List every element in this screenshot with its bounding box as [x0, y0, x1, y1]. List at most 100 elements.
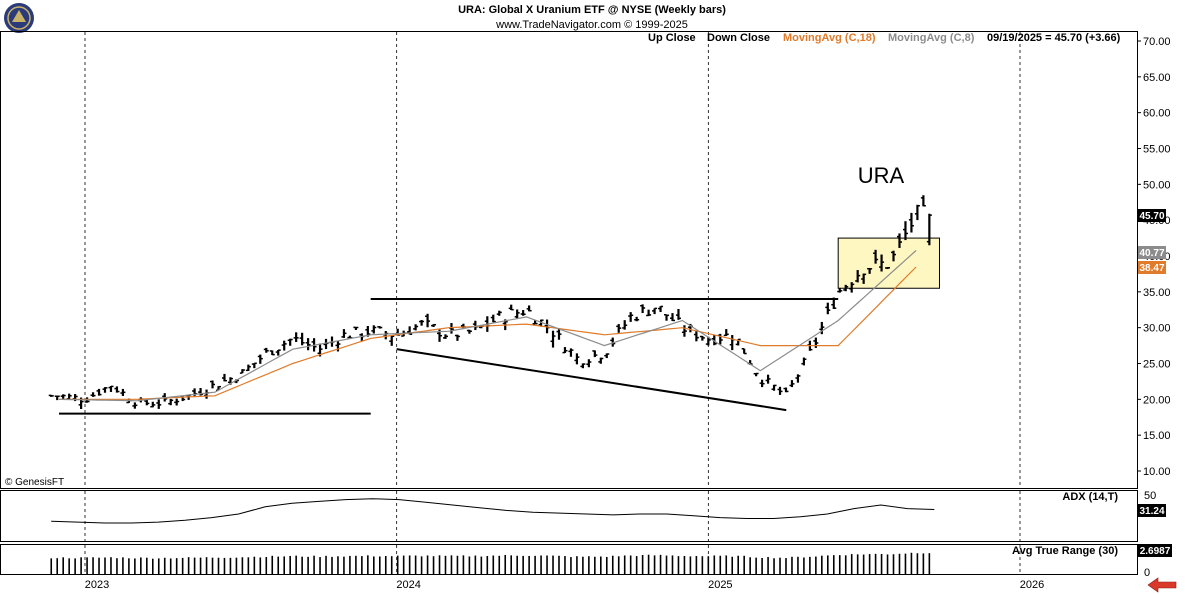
ohlc-bar: [616, 324, 622, 333]
ohlc-bar: [150, 401, 156, 408]
adx-label: ADX (14,T): [1062, 491, 1118, 503]
ohlc-bar: [849, 282, 855, 293]
ohlc-bar: [825, 302, 831, 315]
x-tick-label: 2023: [85, 579, 109, 591]
price-axis: 10.0015.0020.0025.0030.0035.0040.0045.00…: [1137, 36, 1171, 478]
atr-panel: [0, 544, 1138, 575]
ohlc-bar: [251, 362, 257, 369]
ohlc-bar: [90, 392, 96, 397]
trendline: [396, 348, 787, 412]
price-bars: [48, 195, 932, 410]
ohlc-bar: [454, 334, 460, 341]
ohlc-bar: [902, 221, 908, 241]
ohlc-bar: [640, 304, 646, 314]
y-tick-label: 60.00: [1143, 108, 1171, 120]
ohlc-bar: [681, 325, 687, 337]
ohlc-bar: [693, 330, 699, 342]
ohlc-bar: [879, 254, 885, 272]
ma18-price-value: 38.47: [1139, 263, 1164, 274]
ohlc-bar: [891, 250, 897, 262]
ohlc-bar: [604, 353, 610, 359]
ohlc-bar: [843, 284, 849, 292]
ohlc-bar: [783, 387, 789, 393]
ohlc-bar: [652, 307, 658, 315]
adx-scale-top: 50: [1144, 490, 1156, 502]
ohlc-bar: [425, 313, 431, 328]
legend-up-close: Up Close: [648, 32, 696, 44]
ohlc-bar: [466, 329, 472, 334]
consolidation-box: [837, 237, 940, 289]
ohlc-bar: [675, 308, 681, 320]
y-tick-label: 70.00: [1143, 36, 1171, 48]
ohlc-bar: [819, 321, 825, 335]
ohlc-bar: [771, 384, 777, 391]
y-tick-label: 25.00: [1143, 359, 1171, 371]
trade-navigator-logo: [4, 3, 34, 33]
ohlc-bar: [867, 267, 873, 274]
ma18-price-box: [1138, 261, 1166, 274]
ohlc-bar: [532, 320, 538, 325]
ohlc-bar: [926, 213, 932, 246]
ohlc-bar: [442, 334, 448, 339]
time-axis: 2023 2024 2025 2026: [85, 579, 1044, 591]
ohlc-bar: [335, 341, 341, 352]
atr-scale-bottom: 0: [1144, 567, 1150, 579]
ohlc-bar: [389, 335, 395, 346]
x-tick-label: 2026: [1020, 579, 1044, 591]
y-tick-label: 15.00: [1143, 430, 1171, 442]
ohlc-bar: [132, 402, 138, 409]
trendlines: [59, 298, 839, 415]
ohlc-bar: [896, 233, 902, 248]
ohlc-bar: [598, 357, 604, 364]
ohlc-bar: [658, 305, 664, 313]
ma18-line: [59, 266, 917, 400]
legend-down-close: Down Close: [707, 32, 770, 44]
ohlc-bar: [281, 340, 287, 351]
ohlc-bar: [789, 380, 795, 388]
ohlc-bar: [914, 204, 920, 221]
chart-title: URA: Global X Uranium ETF @ NYSE (Weekly…: [458, 4, 726, 16]
symbol-annotation: URA: [858, 163, 905, 188]
atr-label: Avg True Range (30): [1012, 545, 1118, 557]
scroll-left-arrow-icon[interactable]: [1146, 577, 1178, 593]
ohlc-bar: [54, 395, 60, 401]
y-tick-label: 65.00: [1143, 72, 1171, 84]
y-tick-label: 10.00: [1143, 466, 1171, 478]
ohlc-bar: [861, 273, 867, 284]
y-tick-label: 35.00: [1143, 287, 1171, 299]
ohlc-bar: [210, 380, 216, 389]
ohlc-bar: [239, 369, 245, 374]
ohlc-bar: [628, 312, 634, 322]
atr-histogram: [50, 552, 931, 574]
ohlc-bar: [377, 326, 383, 329]
ohlc-bar: [431, 323, 437, 328]
copyright-line: www.TradeNavigator.com © 1999-2025: [495, 19, 688, 31]
ohlc-bar: [622, 320, 628, 330]
adx-value-box: [1138, 504, 1166, 517]
ohlc-bar: [257, 354, 263, 364]
ohlc-bar: [908, 212, 914, 233]
ohlc-bar: [610, 337, 616, 347]
x-tick-label: 2025: [708, 579, 732, 591]
ohlc-bar: [341, 329, 347, 338]
ohlc-bar: [413, 324, 419, 331]
ohlc-bar: [419, 319, 425, 326]
ohlc-bar: [705, 336, 711, 346]
ohlc-bar: [562, 347, 568, 354]
y-tick-label: 50.00: [1143, 179, 1171, 191]
ohlc-bar: [765, 374, 771, 384]
ohlc-bar: [174, 398, 180, 406]
ohlc-bar: [347, 335, 353, 339]
ma8-price-value: 40.77: [1139, 248, 1164, 259]
ohlc-bar: [669, 313, 675, 322]
ohlc-bar: [287, 338, 293, 346]
ohlc-bar: [550, 330, 556, 348]
ohlc-bar: [490, 314, 496, 323]
ohlc-bar: [156, 399, 162, 409]
ohlc-bar: [221, 373, 227, 382]
ohlc-bar: [383, 330, 389, 340]
legend-last-quote: 09/19/2025 = 45.70 (+3.66): [987, 32, 1121, 44]
ohlc-bar: [48, 394, 54, 397]
ohlc-bar: [813, 337, 819, 348]
